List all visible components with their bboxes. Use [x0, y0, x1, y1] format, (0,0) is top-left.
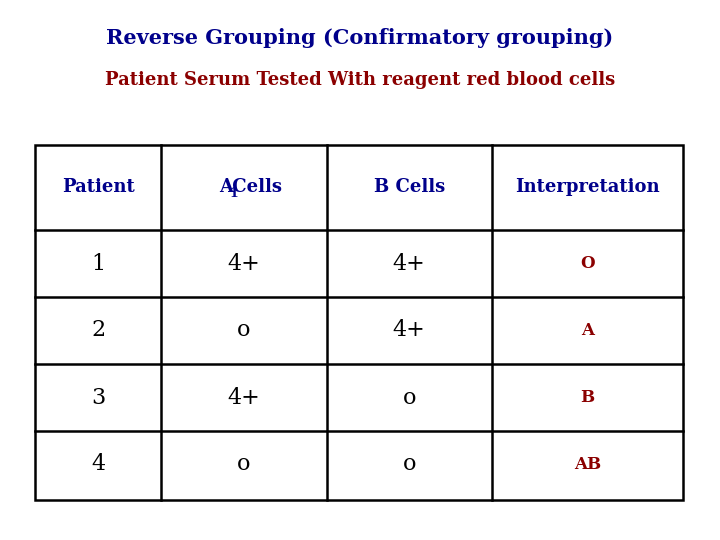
Text: Patient: Patient: [62, 179, 135, 197]
Text: AB: AB: [574, 456, 601, 473]
Text: 2: 2: [91, 320, 105, 341]
Text: o: o: [402, 454, 416, 476]
Text: o: o: [237, 320, 251, 341]
Text: 4+: 4+: [228, 253, 261, 274]
Text: A: A: [219, 179, 233, 197]
Text: Interpretation: Interpretation: [515, 179, 660, 197]
Text: o: o: [237, 454, 251, 476]
Bar: [35, 145, 683, 500]
Text: Cells: Cells: [226, 179, 282, 197]
Text: A: A: [581, 322, 594, 339]
Text: 3: 3: [91, 387, 105, 408]
Text: 4+: 4+: [393, 253, 426, 274]
Text: 1: 1: [230, 187, 238, 200]
Text: o: o: [402, 387, 416, 408]
Text: Patient Serum Tested With reagent red blood cells: Patient Serum Tested With reagent red bl…: [105, 71, 615, 89]
Text: B Cells: B Cells: [374, 179, 445, 197]
Text: 4: 4: [91, 454, 105, 476]
Text: Reverse Grouping (Confirmatory grouping): Reverse Grouping (Confirmatory grouping): [107, 28, 613, 48]
Text: 4+: 4+: [393, 320, 426, 341]
Text: O: O: [580, 255, 595, 272]
Text: 1: 1: [91, 253, 105, 274]
Text: 4+: 4+: [228, 387, 261, 408]
Text: B: B: [580, 389, 595, 406]
